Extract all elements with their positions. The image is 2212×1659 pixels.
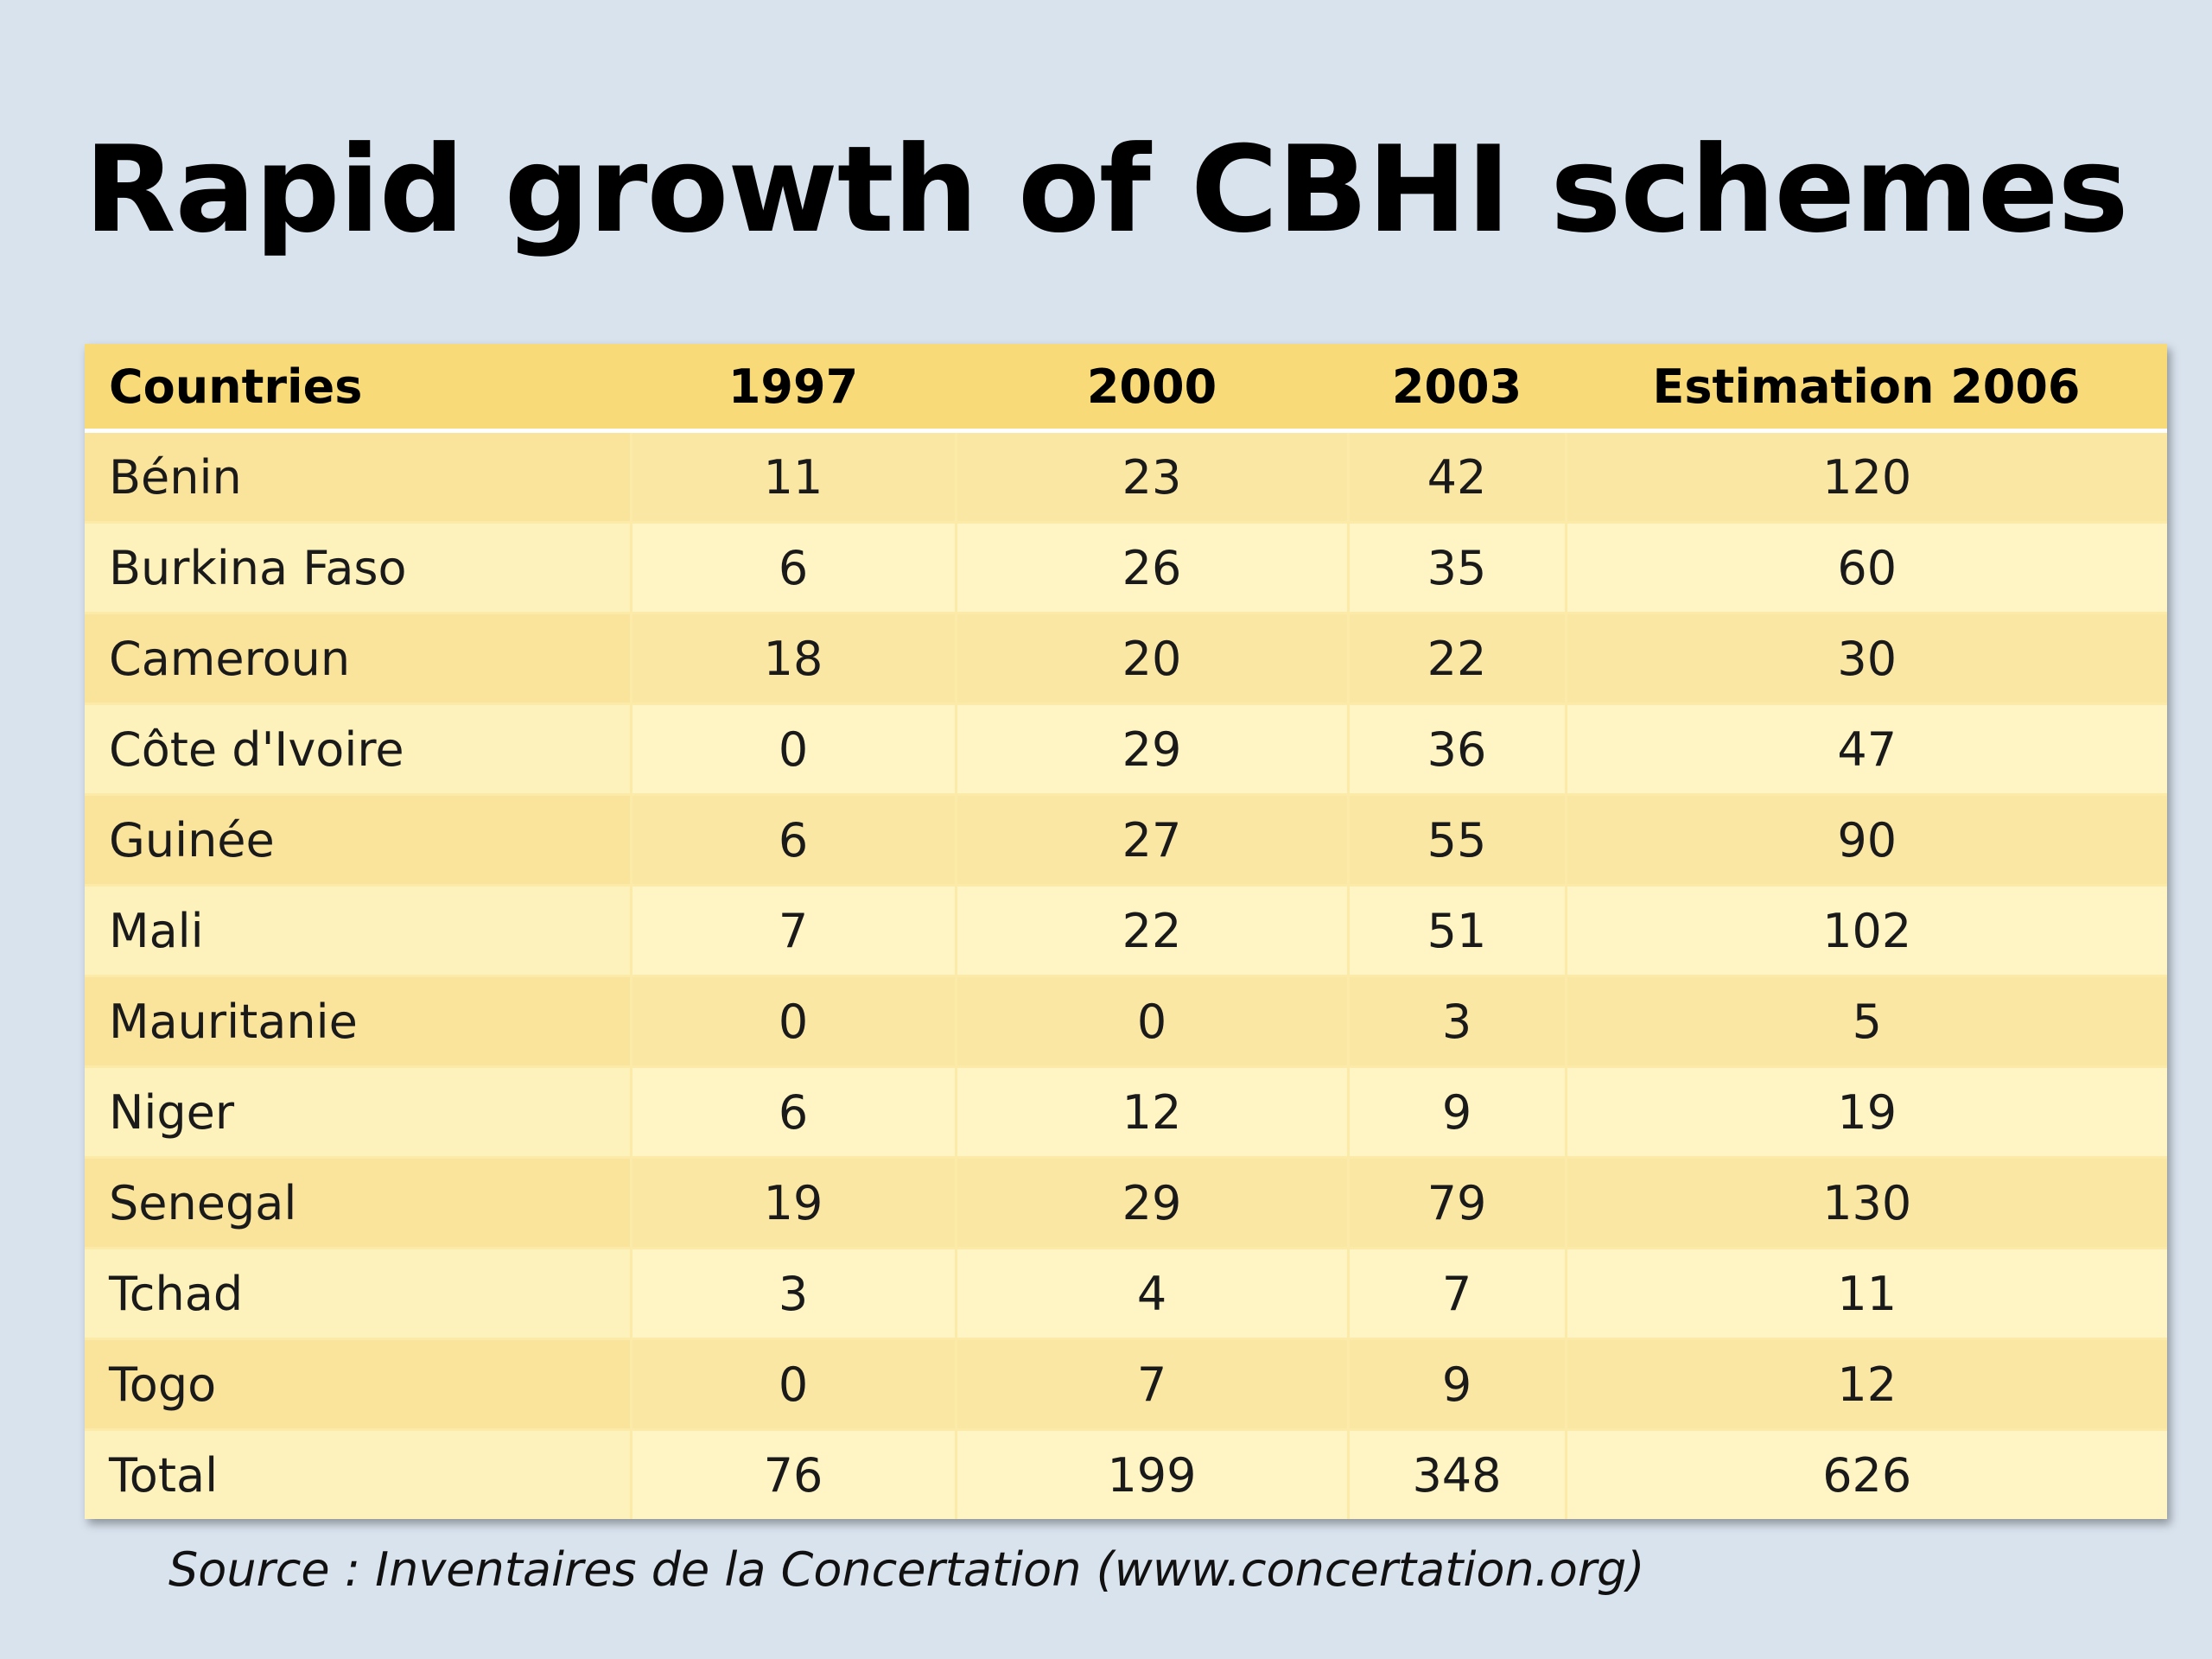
column-header-2003: 2003 — [1348, 344, 1566, 433]
value-cell: 102 — [1566, 885, 2167, 977]
value-cell: 22 — [1348, 613, 1567, 705]
value-cell: 19 — [1566, 1066, 2167, 1159]
table-row: Côte d'Ivoire 0 29 36 47 — [85, 703, 2167, 796]
table-row: Bénin 11 23 42 120 — [85, 430, 2167, 524]
country-cell: Niger — [85, 1066, 632, 1159]
value-cell: 26 — [956, 522, 1350, 614]
value-cell: 7 — [1348, 1248, 1567, 1340]
data-table-container: Countries 1997 2000 2003 Estimation 2006… — [85, 344, 2167, 1519]
value-cell: 9 — [1348, 1338, 1567, 1431]
value-cell: 30 — [1566, 613, 2167, 705]
value-cell: 0 — [956, 976, 1350, 1068]
value-cell: 6 — [631, 522, 957, 614]
column-header-1997: 1997 — [631, 344, 956, 433]
table-body: Bénin 11 23 42 120 Burkina Faso 6 26 35 60 Camerou… — [85, 430, 2167, 1519]
value-cell: 12 — [956, 1066, 1350, 1159]
value-cell: 0 — [631, 976, 957, 1068]
value-cell: 76 — [631, 1429, 957, 1519]
table-row: Mauritanie 0 0 3 5 — [85, 976, 2167, 1068]
table-row: Niger 6 12 9 19 — [85, 1066, 2167, 1159]
country-cell: Cameroun — [85, 613, 632, 705]
country-cell: Senegal — [85, 1157, 632, 1249]
value-cell: 90 — [1566, 794, 2167, 887]
value-cell: 12 — [1566, 1338, 2167, 1431]
value-cell: 7 — [956, 1338, 1350, 1431]
value-cell: 36 — [1348, 703, 1567, 796]
value-cell: 626 — [1566, 1429, 2167, 1519]
value-cell: 3 — [631, 1248, 957, 1340]
table-total-row: Total 76 199 348 626 — [85, 1429, 2167, 1519]
country-cell: Mali — [85, 885, 632, 977]
value-cell: 18 — [631, 613, 957, 705]
value-cell: 29 — [956, 1157, 1350, 1249]
value-cell: 35 — [1348, 522, 1567, 614]
value-cell: 348 — [1348, 1429, 1567, 1519]
table-row: Cameroun 18 20 22 30 — [85, 613, 2167, 705]
table-row: Guinée 6 27 55 90 — [85, 794, 2167, 887]
value-cell: 199 — [956, 1429, 1350, 1519]
value-cell: 55 — [1348, 794, 1567, 887]
country-cell: Togo — [85, 1338, 632, 1431]
value-cell: 29 — [956, 703, 1350, 796]
value-cell: 42 — [1348, 430, 1567, 524]
country-cell: Tchad — [85, 1248, 632, 1340]
value-cell: 22 — [956, 885, 1350, 977]
value-cell: 6 — [631, 794, 957, 887]
value-cell: 20 — [956, 613, 1350, 705]
value-cell: 130 — [1566, 1157, 2167, 1249]
table-row: Togo 0 7 9 12 — [85, 1338, 2167, 1431]
value-cell: 6 — [631, 1066, 957, 1159]
value-cell: 47 — [1566, 703, 2167, 796]
value-cell: 5 — [1566, 976, 2167, 1068]
value-cell: 79 — [1348, 1157, 1567, 1249]
column-header-2000: 2000 — [956, 344, 1348, 433]
table-row: Burkina Faso 6 26 35 60 — [85, 522, 2167, 614]
value-cell: 51 — [1348, 885, 1567, 977]
table-header-row: Countries 1997 2000 2003 Estimation 2006 — [85, 344, 2167, 433]
value-cell: 23 — [956, 430, 1350, 524]
table-row: Senegal 19 29 79 130 — [85, 1157, 2167, 1249]
table-row: Tchad 3 4 7 11 — [85, 1248, 2167, 1340]
value-cell: 3 — [1348, 976, 1567, 1068]
value-cell: 4 — [956, 1248, 1350, 1340]
value-cell: 11 — [631, 430, 957, 524]
column-header-countries: Countries — [85, 344, 631, 433]
country-cell: Burkina Faso — [85, 522, 632, 614]
value-cell: 11 — [1566, 1248, 2167, 1340]
data-table: Countries 1997 2000 2003 Estimation 2006… — [85, 344, 2167, 1519]
table-row: Mali 7 22 51 102 — [85, 885, 2167, 977]
value-cell: 0 — [631, 703, 957, 796]
column-header-estimation-2006: Estimation 2006 — [1566, 344, 2167, 433]
country-cell: Côte d'Ivoire — [85, 703, 632, 796]
value-cell: 7 — [631, 885, 957, 977]
source-note: Source : Inventaires de la Concertation … — [168, 1542, 1645, 1597]
value-cell: 19 — [631, 1157, 957, 1249]
value-cell: 0 — [631, 1338, 957, 1431]
country-cell: Mauritanie — [85, 976, 632, 1068]
country-cell: Bénin — [85, 430, 632, 524]
country-cell: Guinée — [85, 794, 632, 887]
value-cell: 9 — [1348, 1066, 1567, 1159]
value-cell: 27 — [956, 794, 1350, 887]
value-cell: 120 — [1566, 430, 2167, 524]
value-cell: 60 — [1566, 522, 2167, 614]
country-cell: Total — [85, 1429, 632, 1519]
page-title: Rapid growth of CBHI schemes — [84, 120, 2128, 259]
